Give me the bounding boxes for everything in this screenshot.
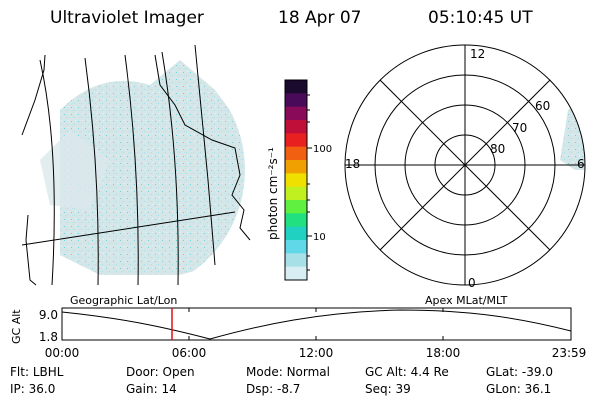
y-axis-title: GC Alt — [10, 309, 23, 344]
colorbar: 100 10 photon cm⁻²s⁻¹ — [266, 79, 332, 281]
colorbar-segment — [285, 146, 307, 161]
status-door: Door: Open — [126, 365, 195, 379]
timeline-ticks — [188, 308, 444, 340]
status-glat: GLat: -39.0 — [486, 365, 553, 379]
colorbar-segment — [285, 106, 307, 121]
colorbar-ticks — [307, 94, 312, 271]
colorbar-segment — [285, 186, 307, 201]
status-glon: GLon: 36.1 — [486, 382, 552, 396]
y-tick-1-8: 1.8 — [39, 330, 58, 344]
x-tick-0000: 00:00 — [45, 346, 80, 360]
coastlines — [21, 54, 251, 286]
colorbar-segment — [285, 93, 307, 108]
status-ip: IP: 36.0 — [10, 382, 56, 396]
x-tick-1200: 12:00 — [299, 346, 334, 360]
status-flt: Flt: LBHL — [10, 365, 64, 379]
colorbar-segment — [285, 120, 307, 134]
colorbar-segment — [285, 266, 307, 281]
mlt-label-18: 18 — [345, 157, 360, 171]
colorbar-segment — [285, 133, 307, 148]
geographic-image — [21, 44, 251, 286]
x-tick-0600: 06:00 — [172, 346, 207, 360]
colorbar-tick-10: 10 — [313, 232, 326, 243]
geographic-label: Geographic Lat/Lon — [70, 294, 177, 307]
colorbar-segment — [285, 253, 307, 268]
altitude-timeline: Geographic Lat/Lon Apex MLat/MLT 9.0 1.8… — [10, 294, 586, 360]
date-label: 18 Apr 07 — [278, 8, 362, 28]
polar-plot: 12 18 6 0 60 70 80 — [344, 44, 586, 290]
status-mode: Mode: Normal — [246, 365, 330, 379]
time-label: 05:10:45 UT — [428, 8, 533, 28]
lon-grid-lines — [21, 44, 236, 286]
mlt-label-0: 0 — [468, 276, 476, 290]
status-dsp: Dsp: -8.7 — [246, 382, 301, 396]
x-tick-2359: 23:59 — [552, 346, 587, 360]
mlt-label-6: 6 — [577, 157, 585, 171]
polar-glow — [560, 95, 585, 170]
status-seq: Seq: 39 — [365, 382, 411, 396]
instrument-title: Ultraviolet Imager — [50, 8, 204, 28]
colorbar-segment — [285, 160, 307, 174]
colorbar-segment — [285, 80, 307, 94]
colorbar-tick-100: 100 — [313, 144, 332, 155]
colorbar-unit-label: photon cm⁻²s⁻¹ — [266, 147, 280, 240]
lat-label-70: 70 — [512, 121, 527, 135]
x-tick-1800: 18:00 — [426, 346, 461, 360]
colorbar-segment — [285, 213, 307, 228]
lat-label-60: 60 — [535, 99, 550, 113]
apex-label: Apex MLat/MLT — [425, 294, 508, 307]
colorbar-segment — [285, 173, 307, 188]
colorbar-segment — [285, 240, 307, 254]
y-tick-9: 9.0 — [39, 308, 58, 322]
status-gain: Gain: 14 — [126, 382, 177, 396]
altitude-curve — [61, 309, 572, 340]
status-gc-alt: GC Alt: 4.4 Re — [365, 365, 449, 379]
lat-label-80: 80 — [490, 142, 505, 156]
mlt-label-12: 12 — [470, 47, 485, 61]
colorbar-segment — [285, 200, 307, 214]
timeline-frame — [61, 307, 572, 341]
colorbar-segment — [285, 226, 307, 241]
